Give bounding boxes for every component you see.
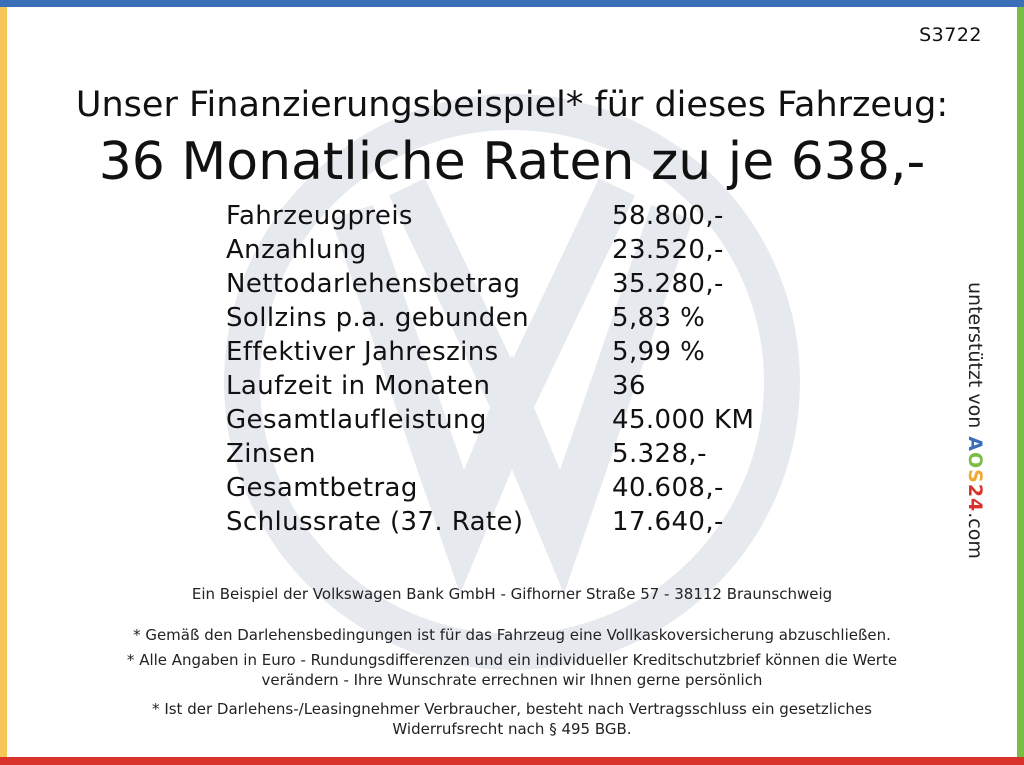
table-row: Nettodarlehensbetrag 35.280,-: [226, 267, 754, 301]
table-row: Schlussrate (37. Rate) 17.640,-: [226, 505, 754, 539]
offer-code: S3722: [919, 24, 982, 46]
row-value: 5,99 %: [612, 337, 706, 367]
logo-letter: A: [964, 436, 986, 452]
top-color-bar: [0, 0, 1024, 7]
vw-logo-watermark-icon: [224, 94, 800, 670]
right-color-bar: [1017, 7, 1024, 757]
row-label: Laufzeit in Monaten: [226, 371, 491, 401]
row-label: Gesamtbetrag: [226, 473, 418, 503]
row-label: Anzahlung: [226, 235, 367, 265]
row-value: 45.000 KM: [612, 405, 755, 435]
table-row: Gesamtbetrag 40.608,-: [226, 471, 754, 505]
table-row: Effektiver Jahreszins 5,99 %: [226, 335, 754, 369]
bank-line: Ein Beispiel der Volkswagen Bank GmbH - …: [191, 585, 833, 603]
table-row: Laufzeit in Monaten 36: [226, 369, 754, 403]
table-row: Gesamtlaufleistung 45.000 KM: [226, 403, 754, 437]
logo-letter: S: [964, 469, 986, 484]
footnote-line: * Alle Angaben in Euro - Rundungsdiffere…: [126, 651, 898, 669]
row-value: 17.640,-: [612, 507, 724, 537]
row-value: 5,83 %: [612, 303, 706, 333]
row-label: Fahrzeugpreis: [226, 201, 413, 231]
footnote-line: verändern - Ihre Wunschrate errechnen wi…: [261, 671, 763, 689]
bottom-color-bar: [0, 757, 1024, 765]
logo-letter: O: [964, 451, 986, 470]
sponsor-suffix: .com: [964, 512, 986, 559]
monthly-rate-headline: 36 Monatliche Raten zu je 638,-: [98, 132, 926, 192]
footnote-line: * Ist der Darlehens-/Leasingnehmer Verbr…: [152, 700, 872, 718]
footnote-rounding: * Alle Angaben in Euro - Rundungsdiffere…: [0, 650, 1024, 690]
table-row: Fahrzeugpreis 58.800,-: [226, 199, 754, 233]
footnote-line: Widerrufsrecht nach § 495 BGB.: [392, 720, 632, 738]
row-label: Schlussrate (37. Rate): [226, 507, 524, 537]
footnote-withdrawal: * Ist der Darlehens-/Leasingnehmer Verbr…: [0, 699, 1024, 739]
row-value: 36: [612, 371, 646, 401]
row-label: Gesamtlaufleistung: [226, 405, 487, 435]
row-value: 58.800,-: [612, 201, 724, 231]
row-value: 40.608,-: [612, 473, 724, 503]
row-label: Nettodarlehensbetrag: [226, 269, 521, 299]
row-value: 23.520,-: [612, 235, 724, 265]
row-label: Effektiver Jahreszins: [226, 337, 499, 367]
financing-table: Fahrzeugpreis 58.800,- Anzahlung 23.520,- …: [226, 199, 754, 539]
table-row: Sollzins p.a. gebunden 5,83 %: [226, 301, 754, 335]
row-label: Sollzins p.a. gebunden: [226, 303, 529, 333]
sponsor-credit: unterstützt von AOS24 .com: [964, 282, 986, 559]
sponsor-prefix: unterstützt von: [964, 282, 986, 429]
row-value: 35.280,-: [612, 269, 724, 299]
table-row: Anzahlung 23.520,-: [226, 233, 754, 267]
table-row: Zinsen 5.328,-: [226, 437, 754, 471]
row-label: Zinsen: [226, 439, 316, 469]
row-value: 5.328,-: [612, 439, 707, 469]
aos24-logo[interactable]: AOS24: [964, 436, 986, 512]
page-title: Unser Finanzierungsbeispiel* für dieses …: [75, 85, 949, 125]
footnote-insurance: * Gemäß den Darlehensbedingungen ist für…: [133, 626, 891, 644]
left-color-bar: [0, 7, 7, 757]
logo-letter: 24: [964, 483, 986, 513]
